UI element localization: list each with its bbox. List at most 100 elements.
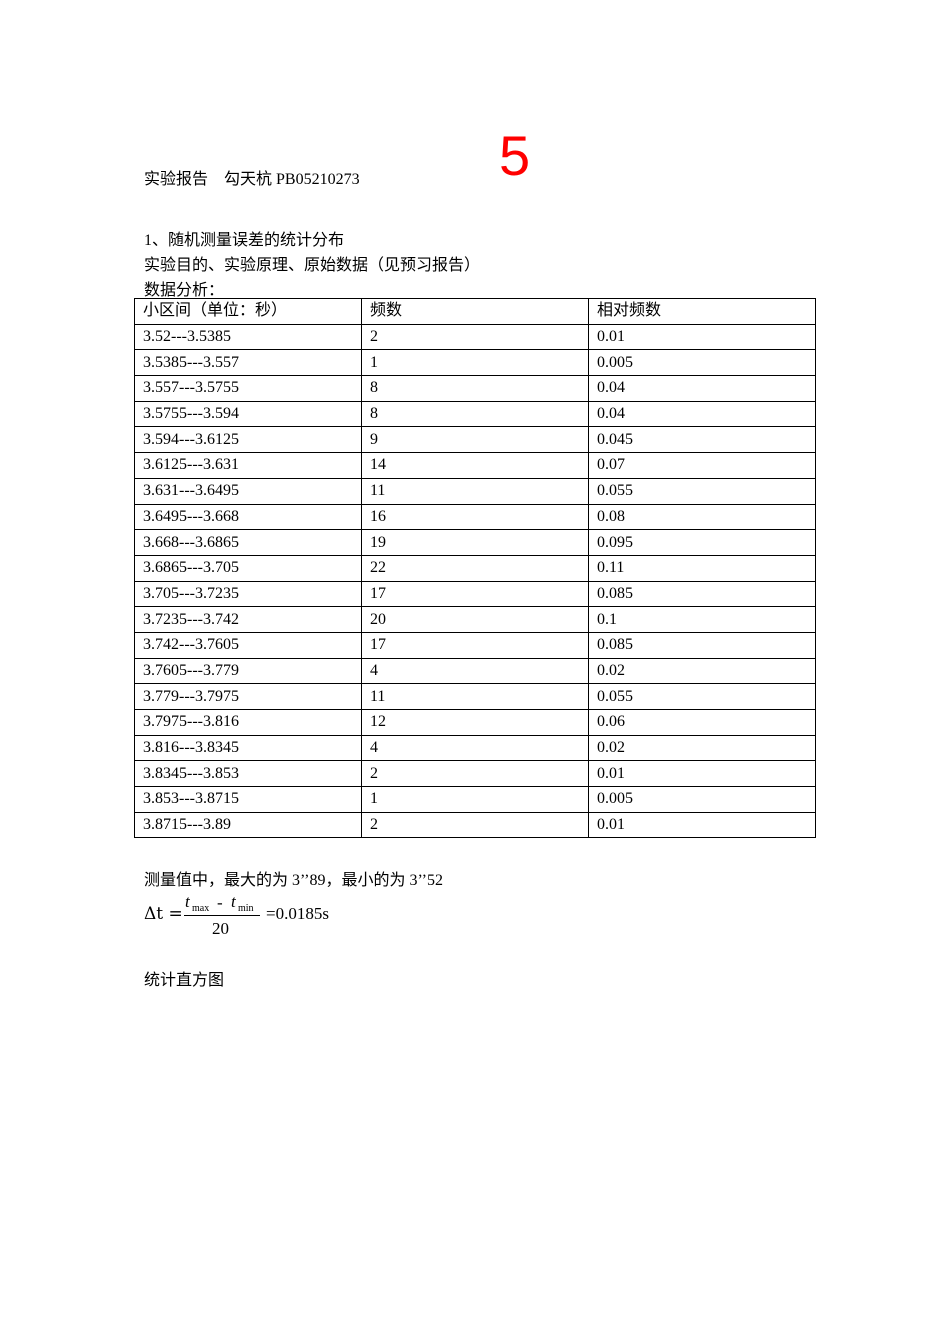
table-row: 3.557---3.5755 8 0.04 (134, 375, 816, 402)
summary-text: 测量值中，最大的为 3’’89，最小的为 3’’52 (144, 872, 443, 889)
interval-cell: 3.6865---3.705 (134, 554, 362, 582)
interval-cell: 3.5755---3.594 (134, 400, 362, 428)
table-row: 3.705---3.7235 17 0.085 (134, 580, 816, 608)
interval-cell: 3.594---3.6125 (134, 426, 362, 454)
frequency-cell: 2 (361, 811, 589, 839)
frequency-cell: 8 (361, 375, 589, 402)
frequency-cell: 17 (361, 580, 589, 608)
frequency-table: 小区间（单位：秒） 频数 相对频数 3.52---3.5385 2 0.01 3.53… (134, 298, 816, 839)
frequency-cell: 12 (361, 709, 589, 736)
relative-frequency-cell: 0.085 (588, 580, 816, 608)
relative-frequency-cell: 0.02 (588, 657, 816, 685)
fraction-bar (184, 915, 260, 916)
table-row: 3.594---3.6125 9 0.045 (134, 426, 816, 454)
relative-frequency-cell: 0.01 (588, 811, 816, 839)
interval-cell: 3.779---3.7975 (134, 683, 362, 710)
table-row: 3.853---3.8715 1 0.005 (134, 786, 816, 813)
relative-frequency-cell: 0.08 (588, 503, 816, 531)
table-row: 3.7605---3.779 4 0.02 (134, 657, 816, 685)
frequency-cell: 1 (361, 349, 589, 377)
table-row: 3.668---3.6865 19 0.095 (134, 529, 816, 556)
frequency-cell: 8 (361, 400, 589, 428)
relative-frequency-cell: 0.04 (588, 375, 816, 402)
formula-denominator: 20 (212, 919, 229, 938)
interval-cell: 3.557---3.5755 (134, 375, 362, 402)
relative-frequency-cell: 0.02 (588, 734, 816, 762)
table-row: 3.6495---3.668 16 0.08 (134, 503, 816, 531)
analysis-label: 数据分析： (144, 282, 225, 299)
table-row: 3.779---3.7975 11 0.055 (134, 683, 816, 710)
interval-cell: 3.6125---3.631 (134, 452, 362, 479)
formula-t: t (231, 892, 236, 911)
relative-frequency-cell: 0.04 (588, 400, 816, 428)
formula-sub-min: min (238, 903, 254, 914)
formula-sub-max: max (192, 903, 210, 914)
table-row: 3.8345---3.853 2 0.01 (134, 760, 816, 788)
relative-frequency-cell: 0.055 (588, 683, 816, 710)
frequency-cell: 9 (361, 426, 589, 454)
table-row: 3.8715---3.89 2 0.01 (134, 811, 816, 839)
relative-frequency-cell: 0.01 (588, 323, 816, 351)
relative-frequency-cell: 0.01 (588, 760, 816, 788)
relative-frequency-cell: 0.07 (588, 452, 816, 479)
interval-cell: 3.8715---3.89 (134, 811, 362, 839)
table-row: 3.742---3.7605 17 0.085 (134, 631, 816, 659)
score-mark: 5 (499, 124, 531, 187)
relative-frequency-cell: 0.005 (588, 786, 816, 813)
table-row: 3.6125---3.631 14 0.07 (134, 452, 816, 479)
frequency-cell: 14 (361, 452, 589, 479)
relative-frequency-cell: 0.11 (588, 554, 816, 582)
delta-t: Δt (144, 904, 164, 924)
frequency-cell: 22 (361, 554, 589, 582)
interval-cell: 3.631---3.6495 (134, 477, 362, 505)
frequency-cell: 1 (361, 786, 589, 813)
interval-cell: 3.816---3.8345 (134, 734, 362, 762)
column-header: 相对频数 (588, 298, 816, 325)
interval-cell: 3.6495---3.668 (134, 503, 362, 531)
section-heading: 1、随机测量误差的统计分布 (144, 232, 345, 249)
table-row: 3.7235---3.742 20 0.1 (134, 606, 816, 633)
interval-cell: 3.742---3.7605 (134, 631, 362, 659)
table-row: 3.5385---3.557 1 0.005 (134, 349, 816, 377)
column-header: 频数 (361, 298, 589, 325)
table-row: 3.7975---3.816 12 0.06 (134, 709, 816, 736)
frequency-cell: 19 (361, 529, 589, 556)
table-row: 3.6865---3.705 22 0.11 (134, 554, 816, 582)
table-row: 3.52---3.5385 2 0.01 (134, 323, 816, 351)
relative-frequency-cell: 0.095 (588, 529, 816, 556)
interval-cell: 3.52---3.5385 (134, 323, 362, 351)
section-subheading: 实验目的、实验原理、原始数据（见预习报告） (144, 257, 481, 274)
frequency-cell: 4 (361, 734, 589, 762)
interval-cell: 3.853---3.8715 (134, 786, 362, 813)
column-header: 小区间（单位：秒） (134, 298, 362, 325)
interval-cell: 3.5385---3.557 (134, 349, 362, 377)
frequency-cell: 17 (361, 631, 589, 659)
relative-frequency-cell: 0.045 (588, 426, 816, 454)
frequency-cell: 11 (361, 477, 589, 505)
interval-cell: 3.705---3.7235 (134, 580, 362, 608)
frequency-cell: 2 (361, 760, 589, 788)
relative-frequency-cell: 0.06 (588, 709, 816, 736)
interval-cell: 3.7975---3.816 (134, 709, 362, 736)
table-row: 3.631---3.6495 11 0.055 (134, 477, 816, 505)
frequency-cell: 2 (361, 323, 589, 351)
relative-frequency-cell: 0.005 (588, 349, 816, 377)
report-title: 实验报告 勾天杭 PB05210273 (144, 171, 360, 188)
relative-frequency-cell: 0.1 (588, 606, 816, 633)
relative-frequency-cell: 0.085 (588, 631, 816, 659)
interval-cell: 3.668---3.6865 (134, 529, 362, 556)
relative-frequency-cell: 0.055 (588, 477, 816, 505)
formula-t: t (185, 892, 190, 911)
table-row: 3.816---3.8345 4 0.02 (134, 734, 816, 762)
frequency-cell: 4 (361, 657, 589, 685)
frequency-cell: 20 (361, 606, 589, 633)
histogram-label: 统计直方图 (144, 972, 225, 989)
frequency-cell: 16 (361, 503, 589, 531)
formula-minus: - (217, 893, 223, 912)
interval-cell: 3.7235---3.742 (134, 606, 362, 633)
interval-cell: 3.7605---3.779 (134, 657, 362, 685)
table-header-row: 小区间（单位：秒） 频数 相对频数 (134, 298, 816, 325)
interval-cell: 3.8345---3.853 (134, 760, 362, 788)
table-row: 3.5755---3.594 8 0.04 (134, 400, 816, 428)
frequency-cell: 11 (361, 683, 589, 710)
